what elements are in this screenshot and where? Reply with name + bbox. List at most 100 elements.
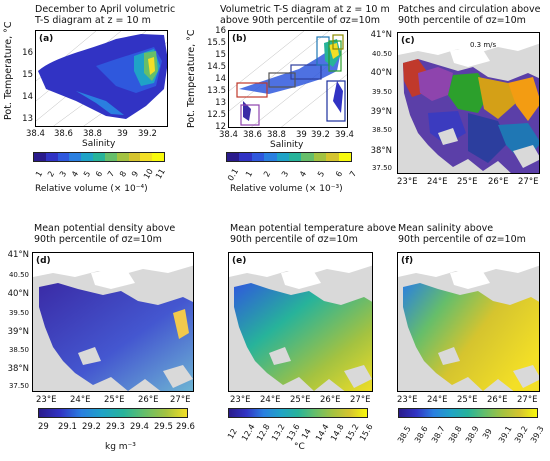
cbar-tick: 13.2: [270, 422, 287, 443]
lat-tick: 39.50: [371, 88, 392, 96]
xtick: 39: [296, 130, 307, 140]
panel-c-map: (c) 0.3 m/s: [397, 32, 540, 174]
lon-tick: 24°E: [427, 395, 448, 405]
cbar-tick: 29.4: [130, 422, 149, 432]
ytick: 15: [22, 70, 33, 80]
panel-a-xlabel: Salinity: [82, 139, 116, 149]
lat-tick: 39.50: [8, 309, 29, 317]
cbar-tick: 2: [262, 169, 273, 179]
panel-c-scale-text: 0.3 m/s: [470, 41, 497, 49]
panel-f-label: (f): [400, 256, 415, 266]
cbar-tick: 5: [82, 169, 93, 179]
cbar-tick: 29.3: [106, 422, 125, 432]
xtick: 38.8: [83, 129, 102, 139]
cbar-tick: 38.5: [396, 424, 413, 445]
panel-f-field: [398, 253, 539, 391]
ytick: 15: [215, 50, 226, 60]
panel-b-xlabel: Salinity: [270, 140, 304, 150]
lon-tick: 23°E: [36, 395, 57, 405]
cbar-tick: 8: [118, 169, 129, 179]
xtick: 38.8: [267, 130, 286, 140]
cbar-tick: 39.1: [497, 424, 514, 445]
lat-tick: 39°N: [7, 327, 29, 337]
cbar-tick: 11: [154, 167, 167, 181]
cbar-tick: 29.5: [154, 422, 173, 432]
cbar-tick: 7: [348, 169, 359, 179]
ytick: 13: [22, 114, 33, 124]
ytick: 14: [215, 74, 226, 84]
panel-b-ts-diagram: [229, 31, 347, 127]
lon-tick: 26°E: [138, 395, 159, 405]
panel-d-title: Mean potential density above 90th percen…: [34, 223, 176, 245]
panel-d-label: (d): [35, 256, 52, 266]
xtick: 39: [117, 129, 128, 139]
cbar-tick: 39.3: [529, 424, 546, 445]
lat-tick: 38°N: [7, 364, 29, 374]
panel-e-label: (e): [231, 256, 248, 266]
cbar-tick: 38.9: [464, 424, 481, 445]
panel-d-field: [33, 253, 193, 391]
panel-e-map: (e): [228, 252, 373, 392]
cbar-tick: 12: [226, 427, 239, 441]
lat-tick: 40.50: [8, 271, 29, 279]
xtick: 38.6: [243, 130, 262, 140]
cbar-tick: 7: [106, 169, 117, 179]
xtick: 38.4: [26, 129, 45, 139]
ytick: 16: [22, 48, 33, 58]
panel-d-map: (d): [32, 252, 194, 392]
lon-tick: 25°E: [290, 395, 311, 405]
panel-a-label: (a): [38, 34, 55, 44]
cbar-tick: 38.8: [447, 424, 464, 445]
cbar-tick: 6: [334, 169, 345, 179]
cbar-tick: 14.8: [329, 422, 346, 443]
lon-tick: 23°E: [397, 395, 418, 405]
cbar-tick: 6: [94, 169, 105, 179]
panel-b-label: (b): [231, 34, 248, 44]
panel-e-colorbar: [228, 408, 368, 418]
lat-tick: 40°N: [7, 289, 29, 299]
panel-b-colorbar: [226, 152, 352, 162]
cbar-tick: 39.2: [513, 424, 530, 445]
panel-e-field: [229, 253, 372, 391]
cbar-tick: 0.1: [226, 166, 241, 183]
cbar-tick: 1: [34, 169, 45, 179]
cbar-tick: 29.2: [82, 422, 101, 432]
lon-tick: 26°E: [487, 395, 508, 405]
lat-tick: 40.50: [371, 50, 392, 58]
ytick: 13.5: [207, 86, 226, 96]
cbar-tick: 1: [244, 169, 255, 179]
cbar-tick: 2: [46, 169, 57, 179]
cbar-tick: 4: [298, 169, 309, 179]
ytick: 13: [215, 98, 226, 108]
ytick: 12.5: [207, 110, 226, 120]
cbar-tick: 9: [130, 169, 141, 179]
ytick: 16: [215, 26, 226, 36]
cbar-tick: 38.7: [430, 424, 447, 445]
ytick: 15.5: [207, 38, 226, 48]
panel-d-colorbar: [38, 408, 188, 418]
lat-tick: 38.50: [8, 346, 29, 354]
cbar-tick: 13.6: [285, 422, 302, 443]
lat-tick: 41°N: [370, 30, 392, 40]
panel-e-unit: °C: [294, 442, 305, 452]
xtick: 39.2: [138, 129, 157, 139]
panel-f-colorbar: [398, 408, 538, 418]
panel-b-cbar-label: Relative volume (× 10⁻³): [230, 184, 343, 194]
lat-tick: 38°N: [370, 146, 392, 156]
panel-c-label: (c): [400, 36, 416, 46]
lon-tick: 23°E: [397, 177, 418, 187]
cbar-tick: 14: [300, 427, 313, 441]
cbar-tick: 29.1: [58, 422, 77, 432]
xtick: 39.2: [311, 130, 330, 140]
cbar-tick: 39: [481, 427, 494, 441]
cbar-tick: 4: [70, 169, 81, 179]
cbar-tick: 29: [38, 422, 49, 432]
lat-tick: 41°N: [7, 250, 29, 260]
lon-tick: 25°E: [457, 177, 478, 187]
lon-tick: 24°E: [260, 395, 281, 405]
xtick: 38.4: [219, 130, 238, 140]
cbar-tick: 10: [142, 167, 155, 181]
panel-a-plot: (a): [35, 30, 168, 127]
lat-tick: 37.50: [8, 382, 29, 390]
lat-tick: 40°N: [370, 68, 392, 78]
